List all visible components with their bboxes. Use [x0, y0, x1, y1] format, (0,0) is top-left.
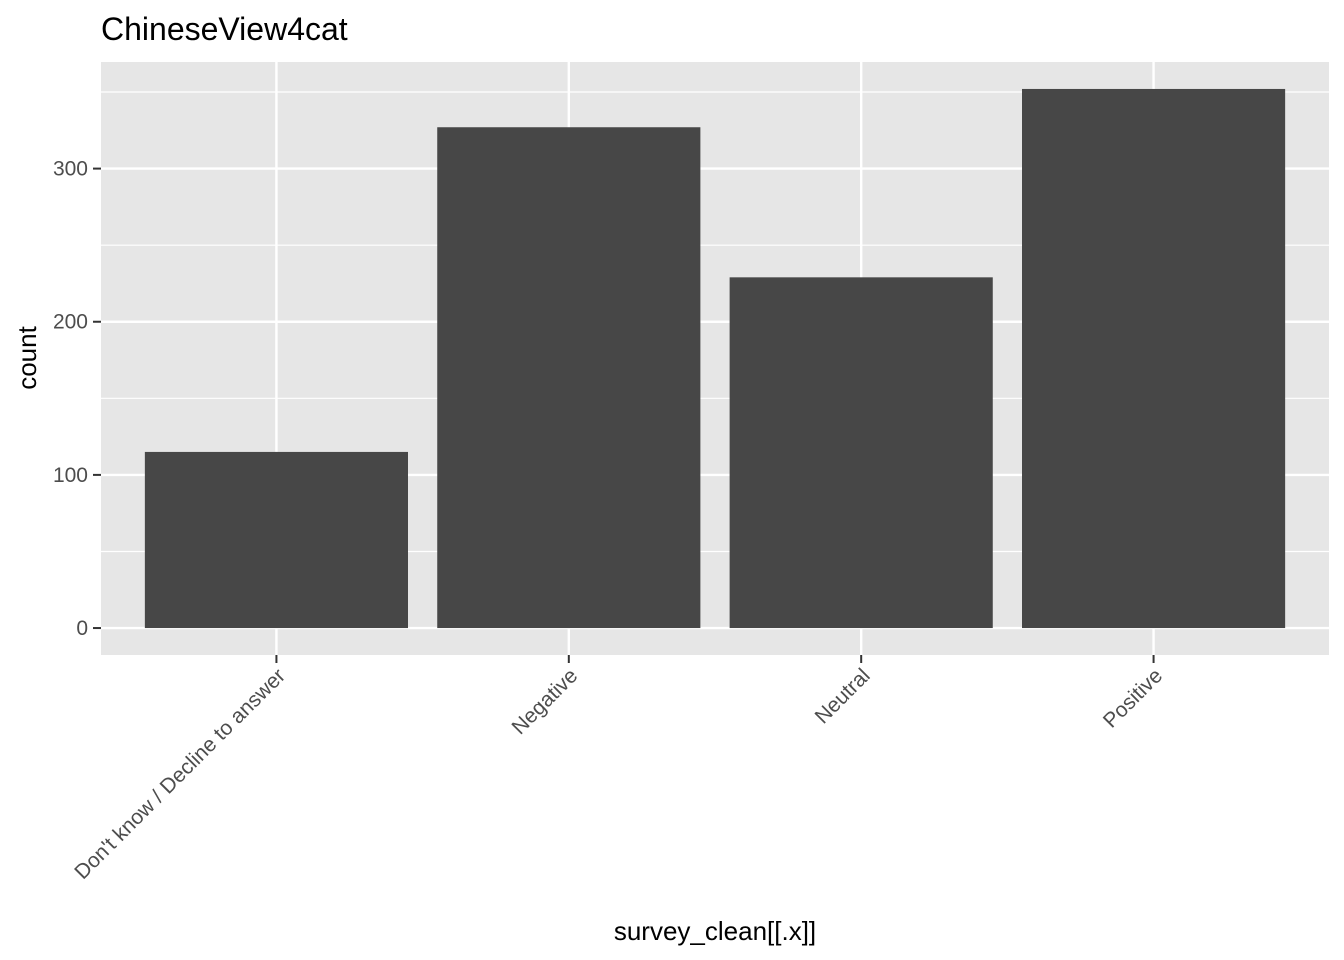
- x-tick-label: Don't know / Decline to answer: [70, 664, 290, 884]
- chart-title: ChineseView4cat: [101, 11, 348, 47]
- x-tick-label: Neutral: [811, 664, 875, 728]
- y-tick-label: 200: [53, 311, 88, 334]
- y-tick-label: 300: [53, 158, 88, 181]
- y-axis: 0 100 200 300: [53, 158, 101, 640]
- bar: [144, 451, 408, 629]
- bars: [144, 88, 1286, 629]
- y-axis-title: count: [12, 325, 42, 389]
- x-axis-title: survey_clean[[.x]]: [614, 916, 816, 946]
- y-tick-label: 0: [76, 617, 88, 640]
- y-tick-label: 100: [53, 464, 88, 487]
- x-tick-label: Negative: [507, 664, 582, 739]
- bar: [1022, 88, 1286, 629]
- bar: [729, 277, 993, 629]
- x-axis: Don't know / Decline to answer Negative Ne…: [70, 655, 1167, 884]
- x-tick-label: Positive: [1099, 664, 1167, 732]
- bar: [437, 127, 701, 629]
